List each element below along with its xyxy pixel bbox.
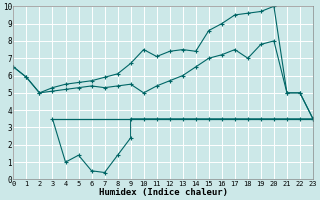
X-axis label: Humidex (Indice chaleur): Humidex (Indice chaleur) (99, 188, 228, 197)
